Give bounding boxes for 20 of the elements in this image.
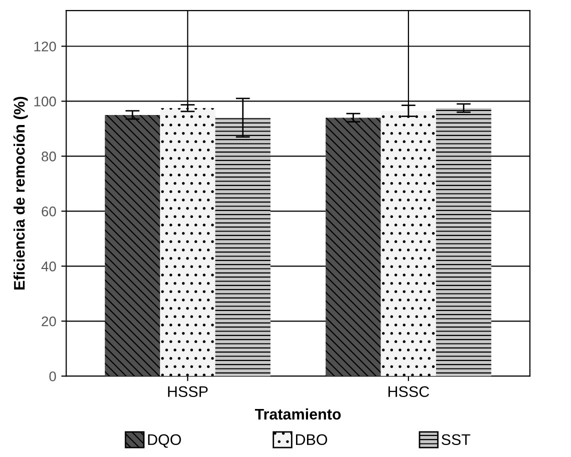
- legend-label: DQO: [148, 434, 181, 448]
- legend-label: SST: [442, 434, 470, 446]
- bar: [436, 108, 492, 376]
- x-tick-label: HSSP: [168, 386, 208, 398]
- y-tick-label: 120: [34, 42, 56, 52]
- bar: [160, 108, 216, 376]
- y-axis-title: Eficiencia de remoción (%): [13, 96, 28, 290]
- y-tick-label: 80: [42, 152, 56, 162]
- x-tick-label: HSSC: [388, 386, 430, 398]
- bar: [104, 114, 160, 376]
- y-tick-label: 100: [34, 96, 56, 106]
- bar: [380, 110, 436, 376]
- y-tick-label: 60: [42, 206, 56, 216]
- y-tick-label: 40: [41, 261, 56, 272]
- bar: [215, 118, 270, 376]
- bar: [326, 118, 381, 376]
- y-tick-label: 0: [49, 371, 56, 382]
- legend-label: DBO: [296, 434, 328, 446]
- y-tick-label: 20: [42, 316, 56, 326]
- x-axis-title: Tratamiento: [254, 408, 341, 420]
